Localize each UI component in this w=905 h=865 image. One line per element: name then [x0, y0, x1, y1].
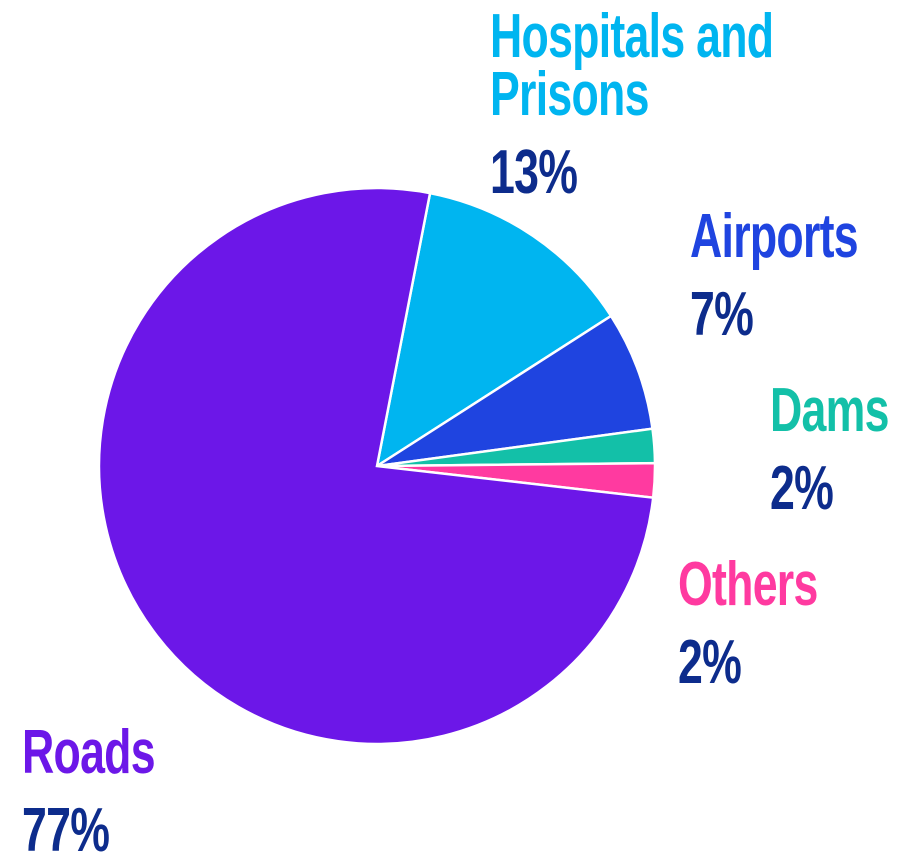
pie-slice	[375, 191, 613, 469]
value-label: 2%	[678, 628, 742, 697]
category-label: Dams	[770, 376, 889, 445]
slice-label: Dams 2%	[770, 376, 905, 523]
pie-slice	[97, 186, 655, 746]
slice-label: Airports 7%	[690, 202, 905, 349]
value-label: 77%	[22, 796, 110, 865]
category-label: Airports	[690, 202, 859, 271]
value-label: 7%	[690, 280, 754, 349]
category-label: Hospitals and Prisons	[490, 2, 774, 129]
value-label: 13%	[490, 138, 578, 207]
slice-label: Hospitals and Prisons 13%	[490, 2, 792, 207]
slice-label: Roads 77%	[22, 718, 324, 865]
category-label: Others	[678, 550, 818, 619]
pie-slice	[376, 314, 654, 468]
value-label: 2%	[770, 454, 834, 523]
slice-label: Others 2%	[678, 550, 905, 697]
category-label: Roads	[22, 718, 156, 787]
